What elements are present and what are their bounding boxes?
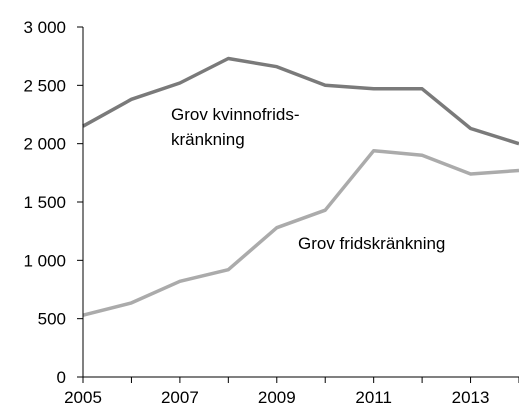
x-axis-ticks: 2005 2007 2009 2011 2013	[64, 377, 519, 407]
y-tick-label: 3 000	[23, 18, 66, 37]
y-axis-ticks: 0 500 1 000 1 500 2 000 2 500 3 000	[23, 18, 83, 387]
series-label-line: kränkning	[171, 130, 245, 149]
y-tick-label: 1 000	[23, 251, 66, 270]
x-tick-label: 2013	[452, 388, 490, 407]
y-tick-label: 2 000	[23, 135, 66, 154]
y-tick-label: 2 500	[23, 76, 66, 95]
y-tick-label: 1 500	[23, 193, 66, 212]
series-layer	[82, 56, 519, 317]
y-tick-label: 500	[38, 310, 66, 329]
x-tick-label: 2011	[355, 388, 392, 407]
x-tick-label: 2007	[161, 388, 199, 407]
series-line	[82, 56, 519, 146]
series-line	[82, 148, 519, 317]
series-label-line: Grov kvinnofrids-	[171, 105, 299, 124]
series-label-line: Grov fridskränkning	[298, 234, 445, 253]
y-tick-label: 0	[57, 368, 66, 387]
x-tick-label: 2005	[64, 388, 102, 407]
x-tick-label: 2009	[258, 388, 296, 407]
